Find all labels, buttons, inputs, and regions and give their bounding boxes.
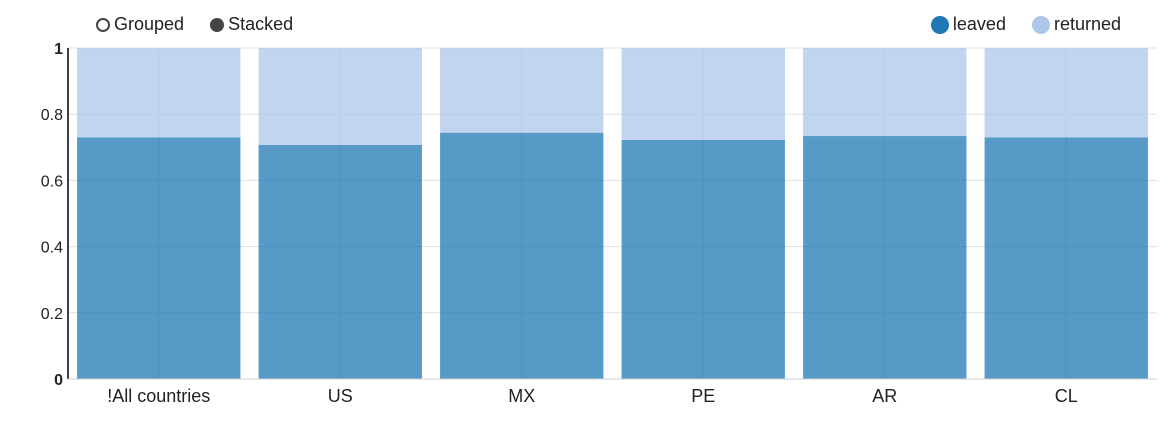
bar-returned-mx: [440, 48, 604, 133]
layout-toggle: Grouped Stacked: [96, 14, 293, 35]
bar-leaved-ar: [803, 136, 967, 379]
bar-leaved-all-countries: [77, 137, 241, 379]
bar-returned-us: [258, 48, 422, 145]
y-tick-label: 0.2: [41, 306, 63, 323]
bar-leaved-mx: [440, 132, 604, 379]
grouped-label: Grouped: [114, 14, 185, 34]
legend-item-leaved[interactable]: leaved: [930, 14, 1006, 35]
y-tick-label: 0.6: [41, 173, 63, 190]
y-tick-label: 0.4: [41, 240, 63, 257]
bar-returned-cl: [984, 48, 1148, 138]
x-tick-label: PE: [691, 386, 715, 406]
legend-swatch-returned-icon: [1031, 15, 1050, 34]
y-tick-label: 1: [54, 41, 63, 58]
grouped-radio-icon[interactable]: [96, 17, 110, 32]
legend-label-leaved: leaved: [952, 14, 1006, 34]
legend: leaved returned: [930, 14, 1121, 35]
x-tick-label: CL: [1055, 386, 1078, 406]
y-tick-label: 0: [54, 372, 63, 389]
stacked-option[interactable]: Stacked: [210, 14, 293, 35]
y-tick-label: 0.8: [41, 107, 63, 124]
x-tick-label: AR: [872, 386, 897, 406]
x-tick-label: US: [328, 386, 353, 406]
legend-label-returned: returned: [1053, 14, 1121, 34]
bar-leaved-pe: [621, 140, 785, 379]
bar-returned-pe: [621, 48, 785, 141]
bar-leaved-cl: [984, 137, 1148, 379]
bar-returned-all-countries: [77, 48, 241, 138]
x-tick-label: MX: [508, 386, 535, 406]
legend-item-returned[interactable]: returned: [1031, 14, 1121, 35]
stacked-radio-icon[interactable]: [210, 17, 225, 32]
bar-returned-ar: [803, 48, 967, 137]
legend-swatch-leaved-icon: [930, 15, 949, 34]
bar-leaved-us: [258, 144, 422, 379]
grouped-option[interactable]: Grouped: [96, 14, 184, 35]
x-tick-label: !All countries: [107, 386, 210, 406]
stacked-label: Stacked: [228, 14, 294, 34]
